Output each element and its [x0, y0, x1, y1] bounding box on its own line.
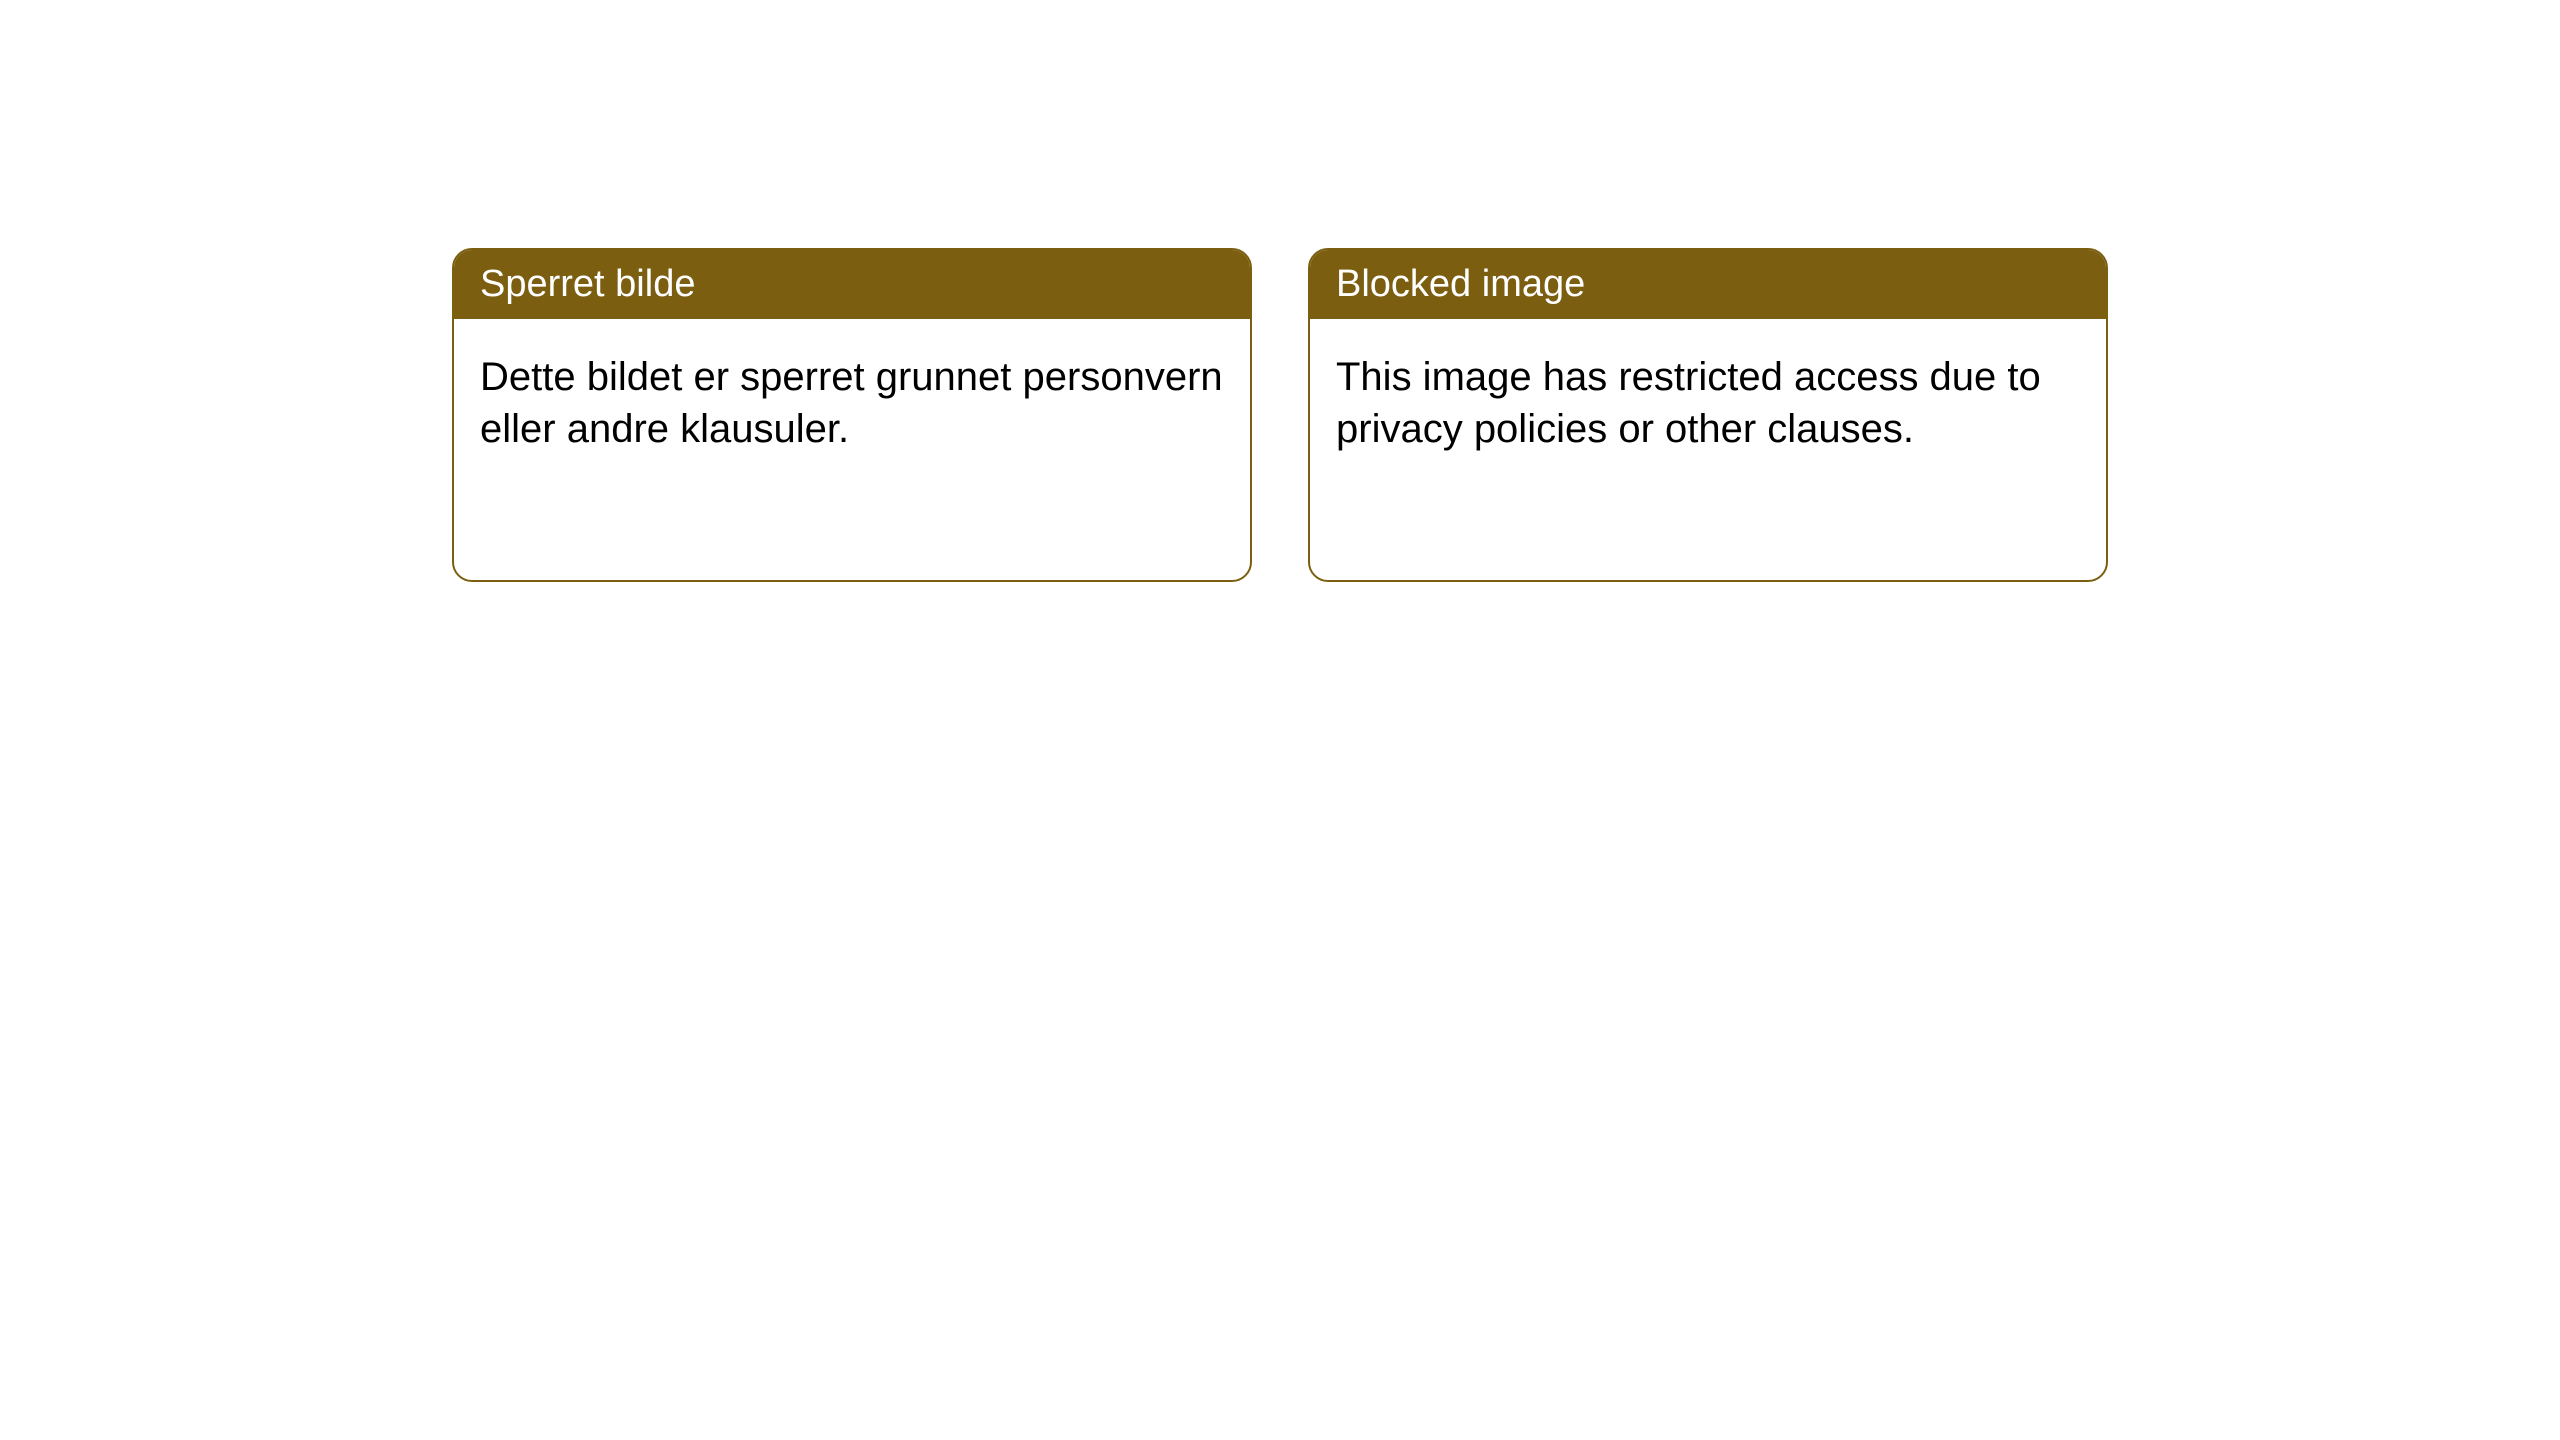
notice-header-english: Blocked image — [1310, 250, 2106, 319]
notice-container: Sperret bilde Dette bildet er sperret gr… — [452, 248, 2108, 582]
notice-title-norwegian: Sperret bilde — [480, 263, 695, 305]
notice-message-english: This image has restricted access due to … — [1336, 355, 2041, 451]
notice-body-norwegian: Dette bildet er sperret grunnet personve… — [454, 319, 1250, 487]
notice-title-english: Blocked image — [1336, 263, 1585, 305]
notice-message-norwegian: Dette bildet er sperret grunnet personve… — [480, 355, 1223, 451]
notice-card-norwegian: Sperret bilde Dette bildet er sperret gr… — [452, 248, 1252, 582]
notice-header-norwegian: Sperret bilde — [454, 250, 1250, 319]
notice-body-english: This image has restricted access due to … — [1310, 319, 2106, 487]
notice-card-english: Blocked image This image has restricted … — [1308, 248, 2108, 582]
